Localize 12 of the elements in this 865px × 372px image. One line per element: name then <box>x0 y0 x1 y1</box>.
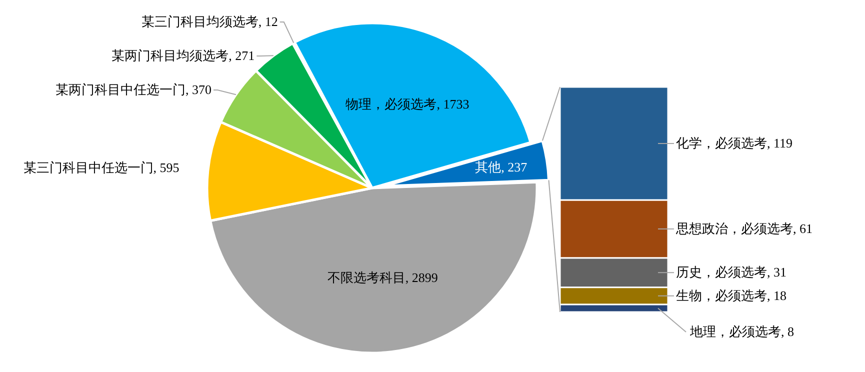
data-label: 其他, 237 <box>475 159 528 174</box>
data-label: 某三门科目均须选考, 12 <box>141 14 278 29</box>
data-label: 生物，必须选考, 18 <box>676 288 786 303</box>
data-label: 化学，必须选考, 119 <box>676 135 793 150</box>
data-label: 某两门科目中任选一门, 370 <box>56 82 212 97</box>
data-label: 思想政治，必须选考, 61 <box>675 220 812 236</box>
data-label: 不限选考科目, 2899 <box>327 270 438 286</box>
data-label: 地理，必须选考, 8 <box>689 324 794 339</box>
data-label: 某两门科目均须选考, 271 <box>112 48 255 63</box>
data-label: 物理，必须选考, 1733 <box>346 96 470 112</box>
data-label: 历史，必须选考, 31 <box>676 264 786 280</box>
data-label: 某三门科目中任选一门, 595 <box>23 160 180 175</box>
